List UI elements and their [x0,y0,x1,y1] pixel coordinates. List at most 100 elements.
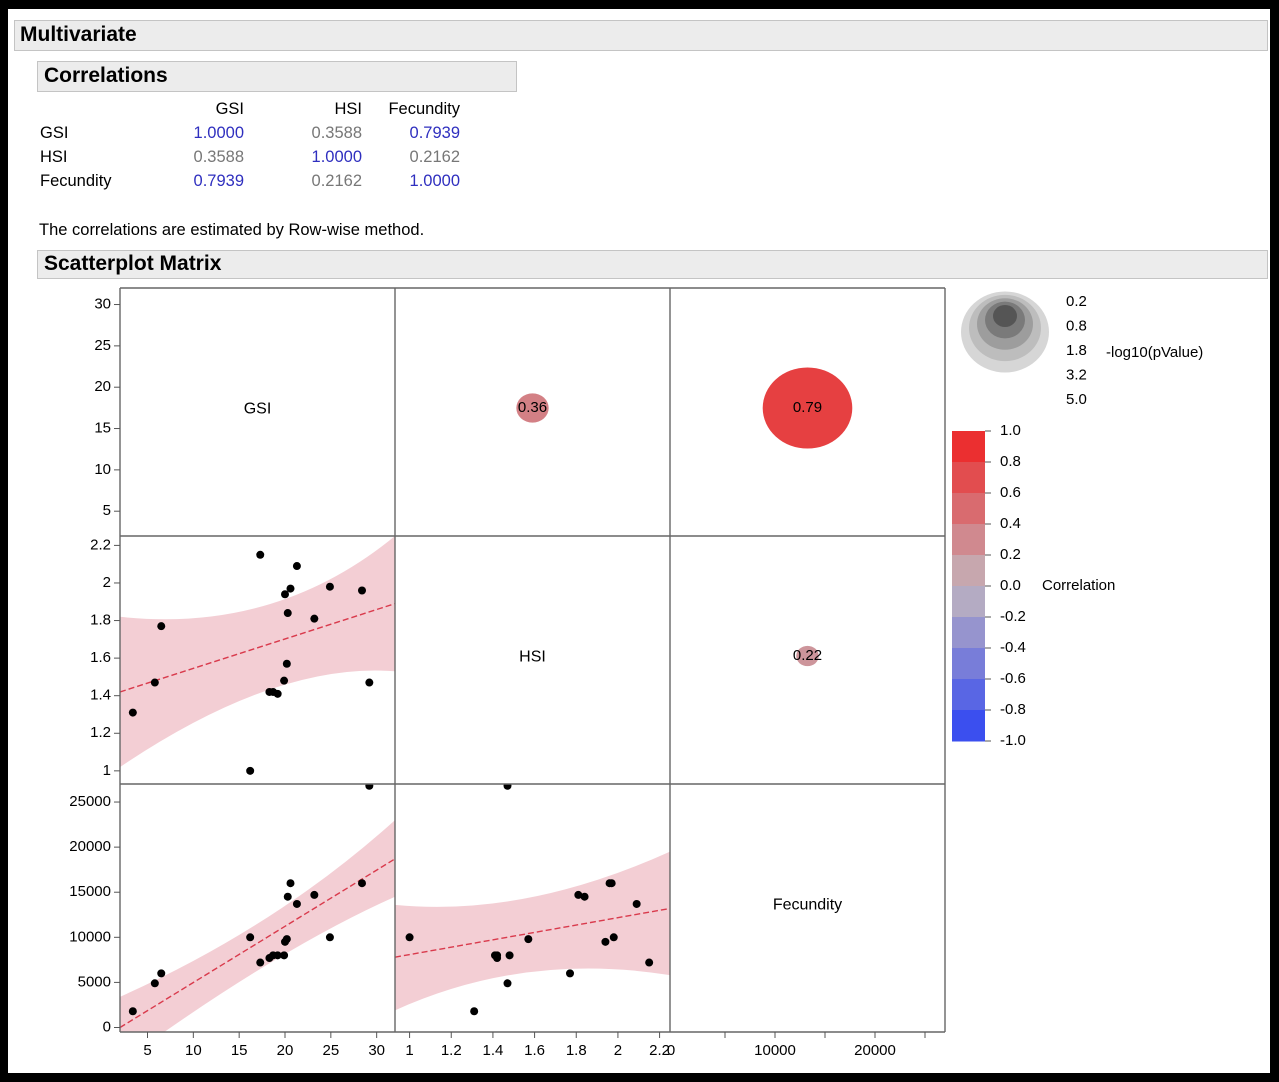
correlation-label: 0.36 [518,399,547,416]
data-point [632,899,641,908]
data-point [282,659,291,668]
data-point [246,766,255,775]
y-tick-label: 15 [94,420,111,437]
y-tick-label: 10000 [69,928,111,945]
data-point [574,890,583,899]
data-point [405,933,414,942]
pvalue-legend-label: 3.2 [1066,366,1087,383]
x-tick-label: 20 [277,1042,294,1059]
table-cell: 0.7939 [409,123,460,142]
diagonal-variable-label: GSI [244,401,272,418]
data-point [292,899,301,908]
data-point [292,562,301,571]
correlation-label: 0.22 [793,647,822,664]
column-header: GSI [215,99,244,118]
confidence-band [120,820,395,1032]
table-row: HSI 0.3588 1.0000 0.2162 [40,145,460,169]
data-point [128,708,137,717]
fit-line [395,907,670,958]
color-scale-swatch [952,617,985,649]
fit-group [120,784,395,1032]
data-point [256,958,265,967]
color-scale-swatch [952,493,985,525]
y-tick-label: 20000 [69,838,111,855]
multivariate-header[interactable]: Multivariate [14,20,1268,51]
x-tick-label: 1.6 [524,1042,545,1059]
data-point [605,879,614,888]
x-tick-label: 1 [405,1042,413,1059]
data-point [150,979,159,988]
fit-line [120,602,395,693]
data-point [503,979,512,988]
data-point [505,951,514,960]
y-tick-label: 15000 [69,883,111,900]
y-tick-label: 1.8 [90,612,111,629]
table-row: Fecundity 0.7939 0.2162 1.0000 [40,169,460,193]
correlation-method-note: The correlations are estimated by Row-wi… [39,221,425,239]
data-point [283,609,292,618]
y-tick-label: 1 [103,762,111,779]
color-scale-label: 1.0 [1000,422,1021,439]
y-tick-label: 0 [103,1018,111,1035]
data-point [157,969,166,978]
table-cell: 1.0000 [311,147,362,166]
color-scale-label: -0.8 [1000,701,1026,718]
table-cell: 0.2162 [409,147,460,166]
color-scale-swatch [952,586,985,618]
data-point [325,582,334,591]
y-tick-label: 20 [94,378,111,395]
y-tick-label: 2.2 [90,536,111,553]
color-scale-swatch [952,710,985,742]
color-scale-label: -0.2 [1000,608,1026,625]
data-point [470,1007,479,1016]
data-point [524,935,533,944]
data-point [310,890,319,899]
pvalue-legend-label: 5.0 [1066,391,1087,408]
color-scale-label: 0.2 [1000,546,1021,563]
x-tick-label: 1.2 [441,1042,462,1059]
data-point [128,1007,137,1016]
color-scale-swatch [952,555,985,587]
diagonal-variable-label: Fecundity [773,897,842,914]
table-cell: 0.3588 [193,147,244,166]
color-scale-swatch [952,524,985,556]
y-tick-label: 5 [103,502,111,519]
color-scale-label: -0.4 [1000,639,1026,656]
color-scale-label: -1.0 [1000,732,1026,749]
color-scale-label: 0.6 [1000,484,1021,501]
table-cell: 0.7939 [193,171,244,190]
x-tick-label: 2 [614,1042,622,1059]
color-scale-swatch [952,679,985,711]
data-point [325,933,334,942]
scatterplot-matrix-header[interactable]: Scatterplot Matrix [37,250,1268,279]
x-tick-label: 0 [667,1042,675,1059]
data-point [310,614,319,623]
color-scale-swatch [952,431,985,463]
x-tick-label: 5 [143,1042,151,1059]
data-point [157,622,166,631]
confidence-band [120,536,395,768]
x-tick-label: 15 [231,1042,248,1059]
correlations-header[interactable]: Correlations [37,61,517,92]
x-tick-label: 10 [185,1042,202,1059]
data-point [580,892,589,901]
fit-group [395,784,670,1016]
data-point [365,784,374,790]
x-tick-label: 1.8 [566,1042,587,1059]
y-tick-label: 10 [94,461,111,478]
color-scale-title: Correlation [1042,577,1115,594]
pvalue-legend-label: 1.8 [1066,342,1087,359]
y-tick-label: 1.4 [90,687,111,704]
correlation-ellipse [762,367,853,449]
table-cell: 0.3588 [311,123,362,142]
correlation-label: 0.79 [793,399,822,416]
pvalue-legend-ellipse [993,304,1017,328]
color-scale-label: 0.0 [1000,577,1021,594]
row-label: HSI [40,147,68,166]
data-point [645,958,654,967]
data-point [358,586,366,595]
report-window: Multivariate Correlations GSI HSI Fecund… [8,9,1270,1073]
table-cell: 1.0000 [409,171,460,190]
data-point [358,879,366,888]
row-label: GSI [40,123,69,142]
